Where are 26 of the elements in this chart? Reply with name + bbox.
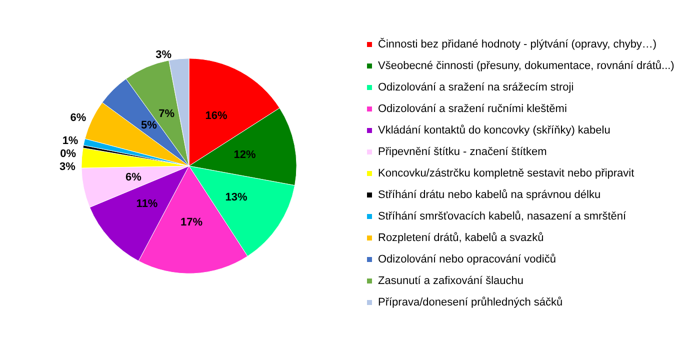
legend-label: Stříhání smršťovacích kabelů, nasazení a smrštění — [378, 210, 628, 222]
data-label: 1% — [62, 135, 78, 148]
data-label: 3% — [156, 48, 172, 61]
legend-label: Zasunutí a zafixování šlauchu — [378, 275, 524, 287]
data-label: 16% — [205, 110, 228, 122]
data-label: 11% — [136, 198, 158, 210]
data-label: 6% — [70, 112, 86, 124]
legend-label: Vkládání kontaktů do koncovky (skříňky) kabelu — [378, 124, 610, 136]
data-label: 3% — [60, 161, 76, 174]
legend-label: Všeobecné činnosti (přesuny, dokumentace, rovnání drátů...) — [378, 60, 674, 72]
data-label: 13% — [225, 192, 248, 204]
legend-label: Stříhání drátu nebo kabelů na správnou délku — [378, 189, 601, 201]
data-label: 17% — [180, 216, 203, 229]
data-label: 12% — [234, 149, 256, 162]
data-label: 0% — [60, 148, 76, 160]
data-label: 5% — [141, 120, 158, 132]
legend-label: Připevnění štítku - značení štítkem — [378, 146, 547, 158]
data-label: 7% — [158, 108, 175, 120]
legend-label: Odizolování a sražení na srážecím stroji — [378, 82, 574, 94]
legend-label: Příprava/donesení průhledných sáčků — [378, 296, 563, 308]
legend-label: Koncovku/zástrčku kompletně sestavit nebo připravit — [378, 168, 634, 180]
data-label: 6% — [125, 172, 142, 184]
legend-label: Činnosti bez přidané hodnoty - plýtvání (opravy, chyby…) — [378, 38, 657, 50]
legend-label: Odizolování a sražení ručními kleštěmi — [378, 103, 567, 115]
legend-label: Rozpletení drátů, kabelů a svazků — [378, 232, 544, 244]
legend-label: Odizolování nebo opracování vodičů — [378, 254, 556, 266]
